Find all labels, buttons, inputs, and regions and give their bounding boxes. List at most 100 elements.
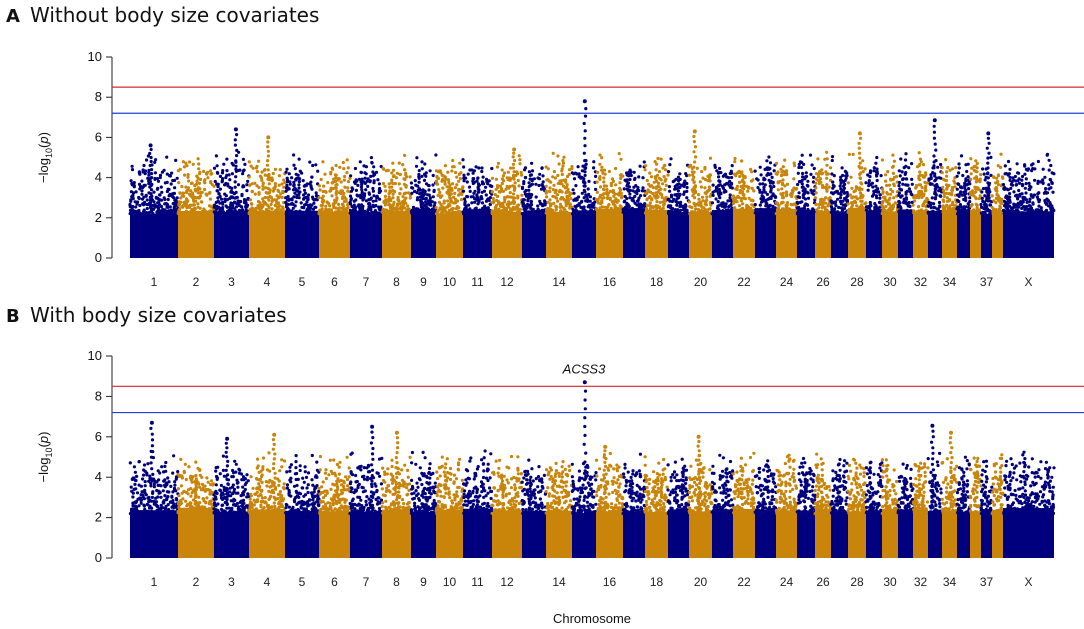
snp-point xyxy=(944,178,949,183)
snp-point xyxy=(551,194,555,198)
snp-point xyxy=(410,186,414,190)
snp-point xyxy=(837,205,841,210)
snp-point xyxy=(734,209,738,213)
snp-point xyxy=(940,166,944,170)
snp-point xyxy=(669,157,673,161)
snp-point xyxy=(572,191,576,195)
snp-point xyxy=(406,204,410,208)
snp-point xyxy=(733,160,737,164)
snp-point xyxy=(654,210,658,214)
snp-point xyxy=(278,195,282,199)
snp-point xyxy=(511,192,516,196)
snp-point xyxy=(221,202,225,206)
snp-point xyxy=(433,201,437,205)
snp-point xyxy=(359,180,363,184)
snp-point xyxy=(517,154,521,158)
snp-point xyxy=(917,163,921,168)
snp-point xyxy=(186,173,190,177)
snp-point xyxy=(583,159,587,163)
snp-point xyxy=(234,164,238,168)
snp-point xyxy=(187,179,191,183)
snp-point xyxy=(933,190,937,194)
snp-point xyxy=(404,171,408,175)
chromosome-33-base xyxy=(928,210,942,258)
snp-point xyxy=(622,187,626,191)
snp-point xyxy=(391,196,395,200)
snp-point xyxy=(224,176,228,180)
snp-point xyxy=(214,207,219,211)
snp-point xyxy=(440,212,444,216)
snp-point xyxy=(632,185,636,189)
snp-point xyxy=(369,174,373,178)
snp-point xyxy=(517,184,521,188)
snp-point xyxy=(165,204,169,208)
snp-point xyxy=(463,203,467,207)
snp-point xyxy=(371,199,375,203)
snp-point xyxy=(427,184,431,188)
snp-point xyxy=(423,172,427,176)
snp-point xyxy=(458,161,462,165)
snp-point xyxy=(516,196,520,200)
snp-point xyxy=(530,169,535,173)
snp-point xyxy=(666,211,671,215)
snp-point xyxy=(666,170,671,174)
snp-point xyxy=(468,168,472,172)
snp-point xyxy=(714,185,719,189)
snp-point xyxy=(443,179,447,184)
snp-point xyxy=(831,183,835,187)
snp-point xyxy=(570,212,575,216)
snp-point xyxy=(894,175,899,179)
snp-point xyxy=(543,199,547,203)
snp-point xyxy=(551,175,555,179)
snp-point xyxy=(849,201,853,205)
snp-point xyxy=(196,186,200,190)
snp-point xyxy=(884,173,888,177)
snp-point xyxy=(302,193,306,197)
snp-point xyxy=(307,212,312,216)
snp-point xyxy=(737,180,742,184)
snp-point xyxy=(174,211,178,215)
snp-point xyxy=(424,200,428,204)
snp-point xyxy=(772,169,776,173)
snp-point xyxy=(184,209,188,213)
snp-point xyxy=(416,188,420,192)
snp-point xyxy=(602,188,606,192)
snp-point xyxy=(131,193,135,197)
snp-point xyxy=(447,212,451,216)
snp-point xyxy=(269,202,273,206)
snp-point xyxy=(886,170,890,174)
snp-point xyxy=(432,209,436,213)
snp-point xyxy=(472,169,476,173)
snp-point xyxy=(950,191,954,195)
snp-point xyxy=(611,202,616,206)
snp-point xyxy=(145,198,149,202)
snp-point xyxy=(802,211,806,215)
snp-point xyxy=(391,203,395,207)
snp-point xyxy=(401,203,405,207)
snp-point xyxy=(452,211,456,215)
snp-point xyxy=(658,200,662,204)
snp-point xyxy=(199,200,203,204)
snp-point xyxy=(698,200,702,204)
snp-point xyxy=(290,176,294,180)
panel-a-letter: A xyxy=(6,6,20,27)
snp-point xyxy=(716,191,721,196)
snp-point xyxy=(832,174,836,178)
snp-point xyxy=(710,201,715,205)
snp-point xyxy=(708,156,713,160)
snp-point xyxy=(271,171,275,176)
chromosome-24-base xyxy=(776,209,797,258)
snp-point xyxy=(359,170,363,174)
snp-point xyxy=(809,172,813,176)
snp-point xyxy=(143,172,147,176)
snp-point xyxy=(953,185,957,189)
snp-point xyxy=(945,191,949,195)
snp-point xyxy=(346,166,350,170)
snp-point xyxy=(920,185,924,190)
snp-point xyxy=(845,190,849,195)
snp-point xyxy=(530,161,534,165)
snp-point xyxy=(751,178,755,182)
snp-point xyxy=(602,196,606,200)
snp-point xyxy=(476,176,480,180)
snp-point xyxy=(655,173,660,177)
